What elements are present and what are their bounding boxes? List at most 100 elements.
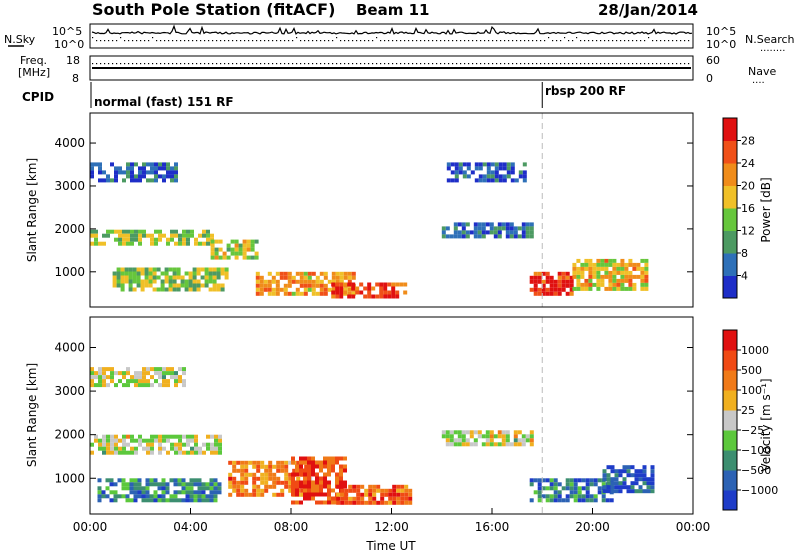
echo-cell [181, 478, 186, 483]
echo-cell [201, 490, 206, 495]
echo-cell [395, 294, 400, 299]
nave-point [148, 63, 150, 65]
echo-cell [339, 294, 344, 299]
echo-cell [110, 450, 114, 455]
echo-cell [396, 496, 401, 501]
echo-cell [618, 485, 623, 490]
echo-cell [90, 379, 94, 384]
echo-cell [584, 262, 589, 267]
echo-cell [134, 450, 138, 455]
nave-point [112, 63, 114, 65]
colorbar-tick-label: 1000 [741, 344, 769, 357]
nsearch-point [504, 40, 506, 42]
echo-cell [311, 279, 316, 284]
echo-cell [137, 494, 142, 499]
nsearch-point [448, 40, 450, 42]
echo-cell [185, 486, 190, 491]
echo-cell [150, 442, 154, 447]
echo-cell [364, 500, 369, 505]
nave-point [356, 63, 358, 65]
echo-cell [573, 482, 578, 487]
echo-cell [319, 468, 323, 473]
echo-cell [634, 489, 639, 494]
echo-cell [604, 266, 609, 271]
echo-cell [453, 430, 458, 435]
echo-cell [588, 262, 593, 267]
echo-cell [218, 434, 222, 439]
echo-cell [498, 174, 503, 179]
echo-cell [485, 230, 490, 235]
echo-cell [236, 480, 241, 485]
nave-point [468, 63, 470, 65]
echo-cell [94, 162, 98, 167]
echo-cell [601, 494, 606, 499]
echo-cell [612, 274, 617, 279]
echo-cell [116, 267, 121, 272]
echo-cell [497, 230, 502, 235]
colorbar-segment [723, 275, 737, 299]
echo-cell [457, 438, 462, 443]
echo-cell [252, 464, 257, 469]
nsearch-point [176, 40, 178, 42]
echo-cell [634, 473, 639, 478]
echo-cell [610, 489, 615, 494]
nave-point [624, 63, 626, 65]
echo-cell [616, 286, 621, 291]
echo-cell [94, 375, 98, 380]
echo-cell [383, 290, 388, 295]
echo-cell [642, 465, 647, 470]
echo-cell [505, 438, 510, 443]
echo-cell [206, 241, 210, 246]
echo-cell [327, 488, 331, 493]
echo-cell [576, 258, 581, 263]
echo-cell [359, 282, 364, 287]
echo-cell [194, 237, 198, 242]
echo-cell [170, 178, 174, 183]
echo-cell [453, 442, 458, 447]
nave-point [576, 63, 578, 65]
echo-cell [94, 434, 98, 439]
echo-cell [485, 430, 490, 435]
echo-cell [166, 438, 170, 443]
echo-cell [166, 174, 170, 179]
echo-cell [128, 287, 133, 292]
echo-cell [549, 498, 554, 503]
echo-cell [489, 438, 494, 443]
nsearch-point [496, 40, 498, 42]
echo-cell [449, 434, 454, 439]
colorbar-tick-label: 500 [741, 364, 762, 377]
echo-cell [291, 500, 295, 505]
echo-cell [142, 438, 146, 443]
echo-cell [569, 482, 574, 487]
echo-cell [632, 286, 637, 291]
echo-cell [344, 492, 349, 497]
echo-cell [156, 275, 161, 280]
echo-cell [210, 239, 215, 244]
echo-cell [348, 500, 353, 505]
echo-cell [506, 162, 511, 167]
echo-cell [194, 241, 198, 246]
echo-cell [169, 478, 174, 483]
echo-cell [136, 271, 141, 276]
echo-cell [150, 162, 154, 167]
echo-cell [376, 500, 381, 505]
echo-cell [148, 275, 153, 280]
echo-cell [372, 496, 377, 501]
echo-cell [299, 291, 304, 296]
echo-cell [616, 270, 621, 275]
echo-cell [616, 278, 621, 283]
echo-cell [640, 286, 645, 291]
freq-panel: Freq. [MHz] 18 8 60 0 Nave .... [18, 54, 776, 86]
nsearch-point [304, 40, 306, 42]
nave-point [528, 63, 530, 65]
echo-cell [569, 478, 574, 483]
echo-cell [172, 279, 177, 284]
echo-cell [174, 178, 178, 183]
echo-cell [149, 494, 154, 499]
echo-cell [97, 494, 102, 499]
x-tick-label: 16:00 [475, 520, 510, 534]
echo-cell [252, 472, 257, 477]
echo-cell [315, 464, 319, 469]
echo-cell [90, 450, 94, 455]
echo-cell [170, 229, 174, 234]
